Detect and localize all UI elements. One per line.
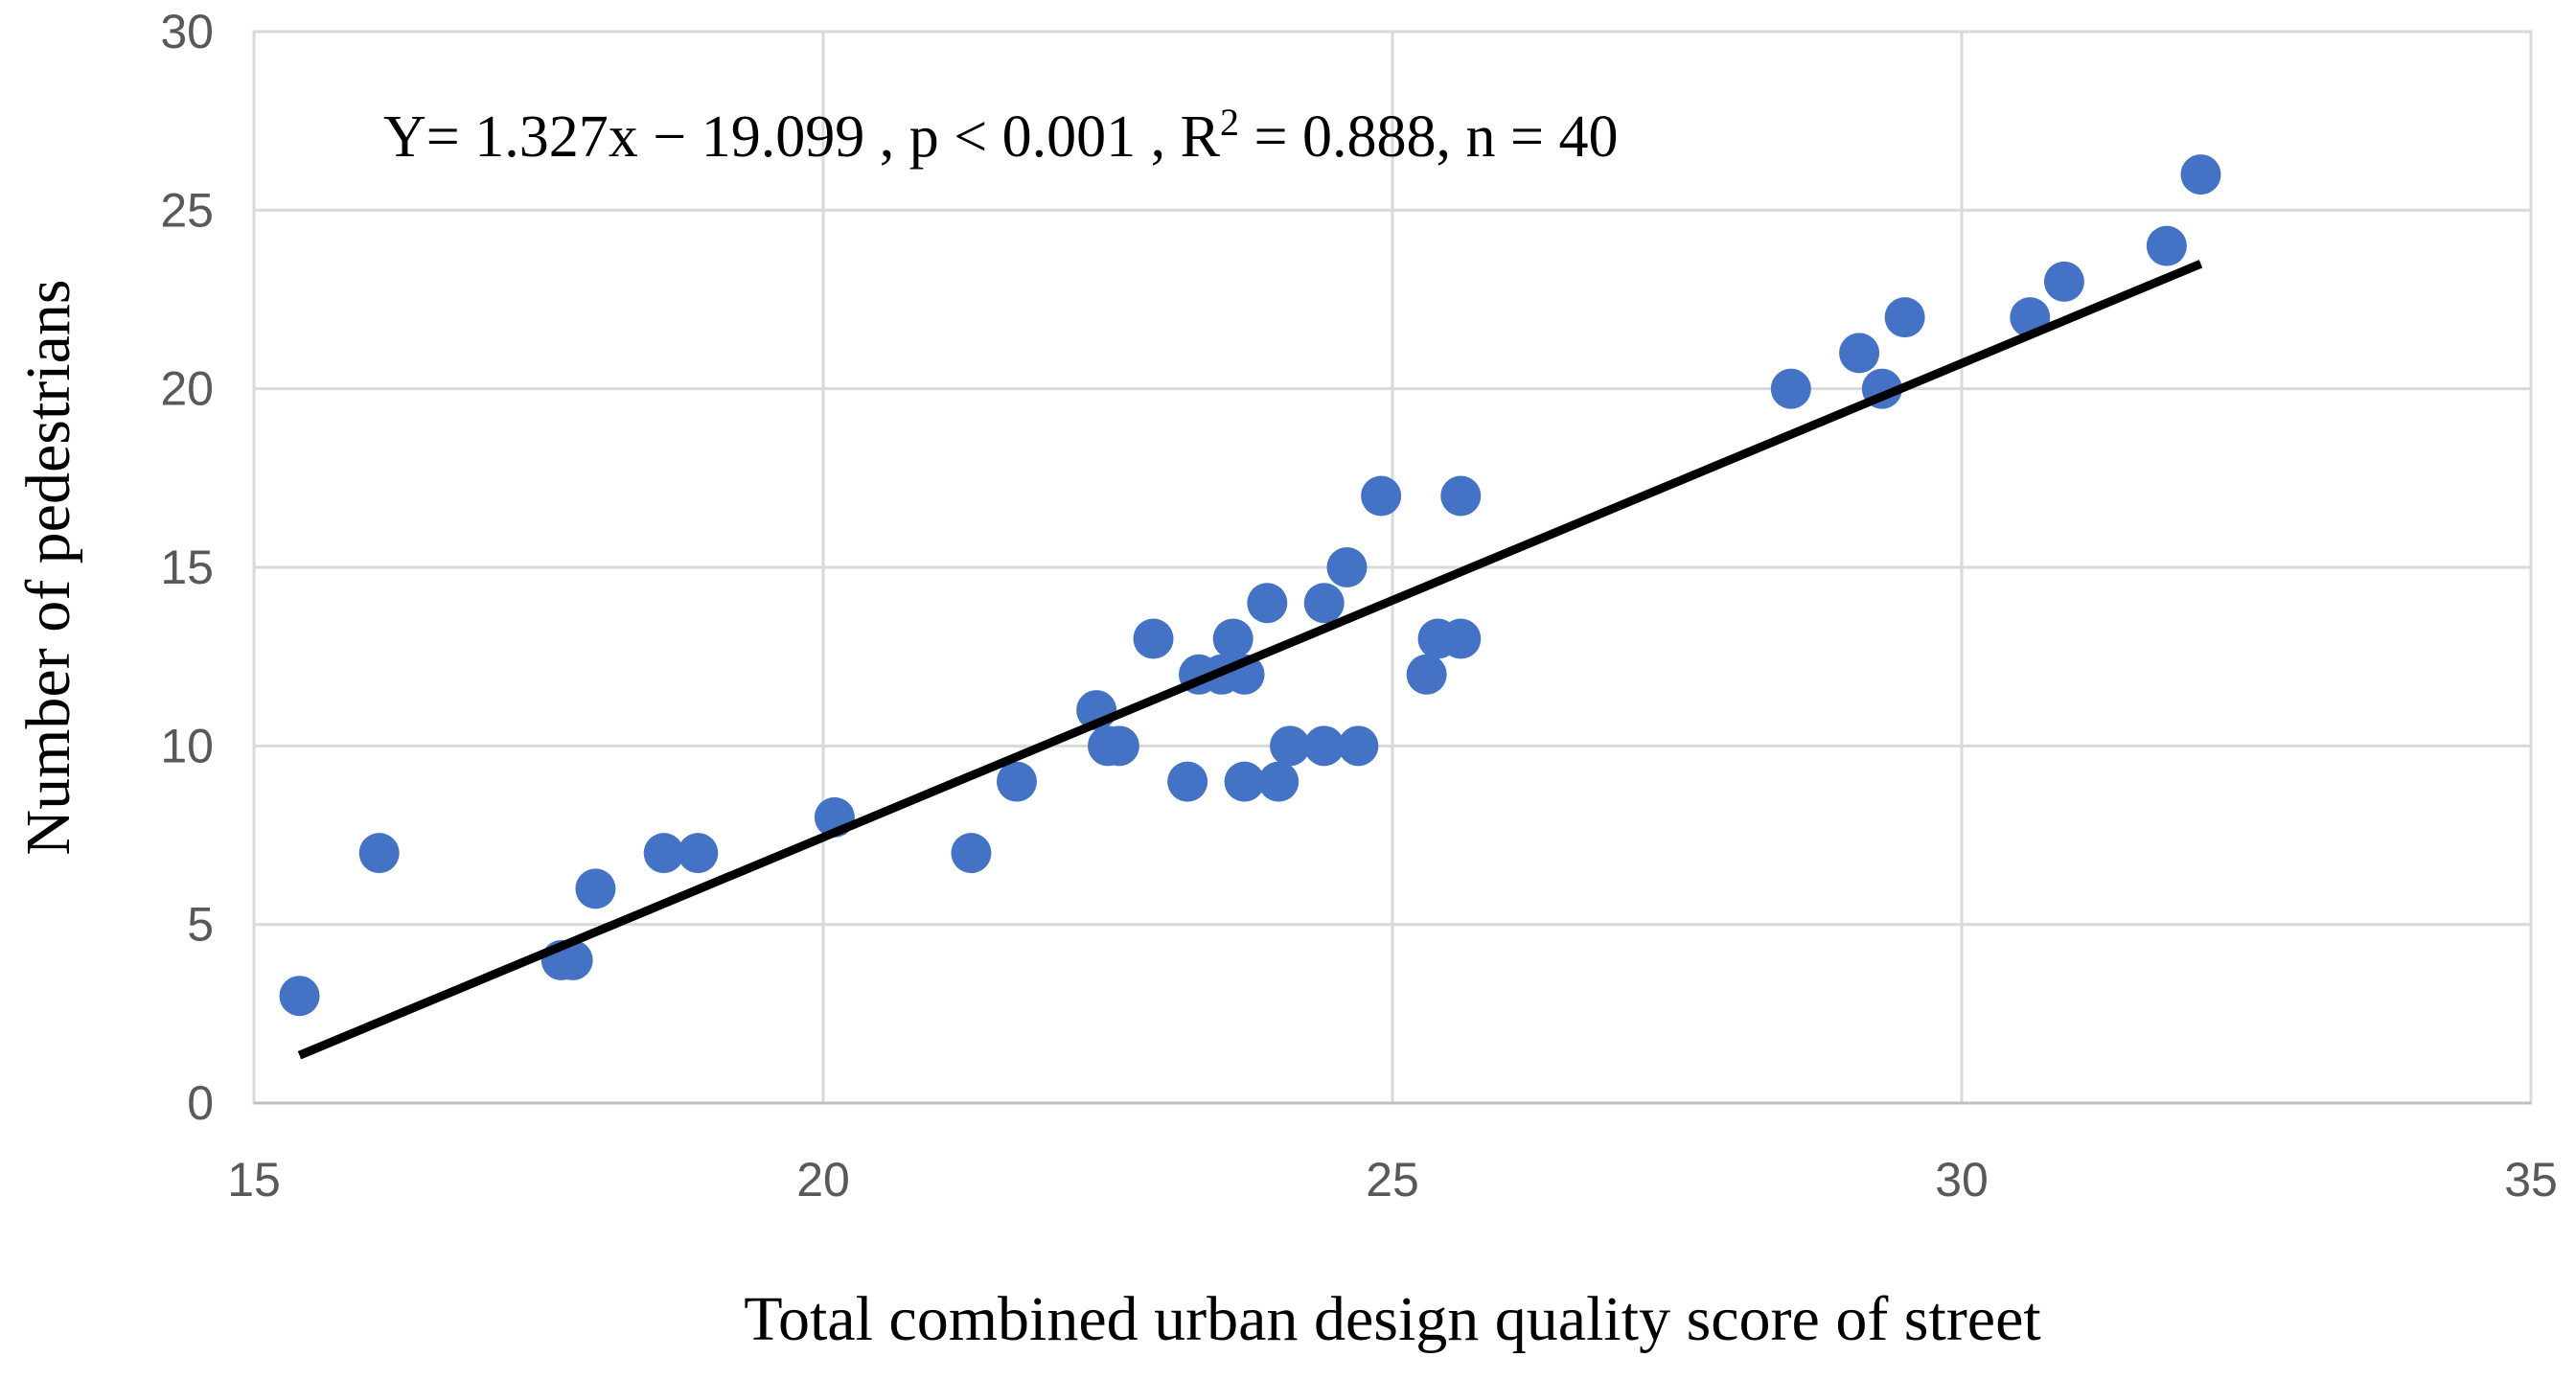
- data-point: [1167, 761, 1208, 802]
- data-points: [279, 154, 2221, 1017]
- y-tick-label: 25: [160, 183, 214, 237]
- data-point: [951, 833, 992, 874]
- trendline: [297, 260, 2203, 1060]
- data-point: [1212, 618, 1254, 659]
- data-point: [1406, 654, 1447, 695]
- y-tick-label: 5: [187, 898, 214, 952]
- data-point: [1770, 368, 1811, 409]
- y-tick-label: 30: [160, 5, 214, 58]
- data-point: [358, 833, 400, 874]
- x-tick-label: 30: [1935, 1153, 1989, 1207]
- data-point: [2043, 261, 2084, 302]
- x-tick-label: 25: [1366, 1153, 1419, 1207]
- y-axis-title: Number of pedestrians: [13, 279, 83, 855]
- data-point: [1440, 618, 1482, 659]
- x-tick-labels: 15 20 25 30 35: [227, 1153, 2558, 1207]
- x-tick-label: 15: [227, 1153, 281, 1207]
- data-point: [1326, 547, 1368, 587]
- regression-annotation: Y= 1.327x − 19.099 , p < 0.001 , R2 = 0.…: [383, 101, 1618, 170]
- data-point: [643, 833, 684, 874]
- gridlines: [252, 30, 2533, 1105]
- data-point: [1098, 725, 1139, 767]
- data-point: [1361, 475, 1402, 517]
- data-point: [1133, 618, 1174, 659]
- data-point: [678, 833, 719, 874]
- data-point: [1303, 725, 1345, 767]
- x-tick-label: 20: [796, 1153, 850, 1207]
- data-point: [1270, 725, 1311, 767]
- data-point: [1247, 583, 1288, 624]
- data-point: [575, 868, 616, 909]
- x-tick-label: 35: [2504, 1153, 2558, 1207]
- data-point: [1258, 761, 1300, 802]
- data-point: [1338, 725, 1379, 767]
- y-tick-labels: 0 5 10 15 20 25 30: [160, 5, 214, 1130]
- y-tick-label: 20: [160, 362, 214, 416]
- y-tick-label: 0: [187, 1076, 214, 1130]
- data-point: [1839, 333, 1880, 374]
- data-point: [2180, 154, 2221, 196]
- annotation-superscript: 2: [1220, 101, 1239, 144]
- data-point: [1303, 583, 1345, 624]
- annotation-prefix: Y= 1.327x − 19.099 , p < 0.001 , R: [383, 104, 1221, 170]
- data-point: [996, 761, 1037, 802]
- data-point: [1884, 297, 1925, 338]
- annotation-suffix: = 0.888, n = 40: [1239, 104, 1618, 170]
- x-axis-title: Total combined urban design quality scor…: [744, 1284, 2040, 1354]
- data-point: [279, 976, 320, 1017]
- y-tick-label: 15: [160, 540, 214, 594]
- data-point: [2146, 225, 2187, 266]
- y-tick-label: 10: [160, 719, 214, 772]
- data-point: [1224, 761, 1265, 802]
- data-point: [1440, 475, 1482, 517]
